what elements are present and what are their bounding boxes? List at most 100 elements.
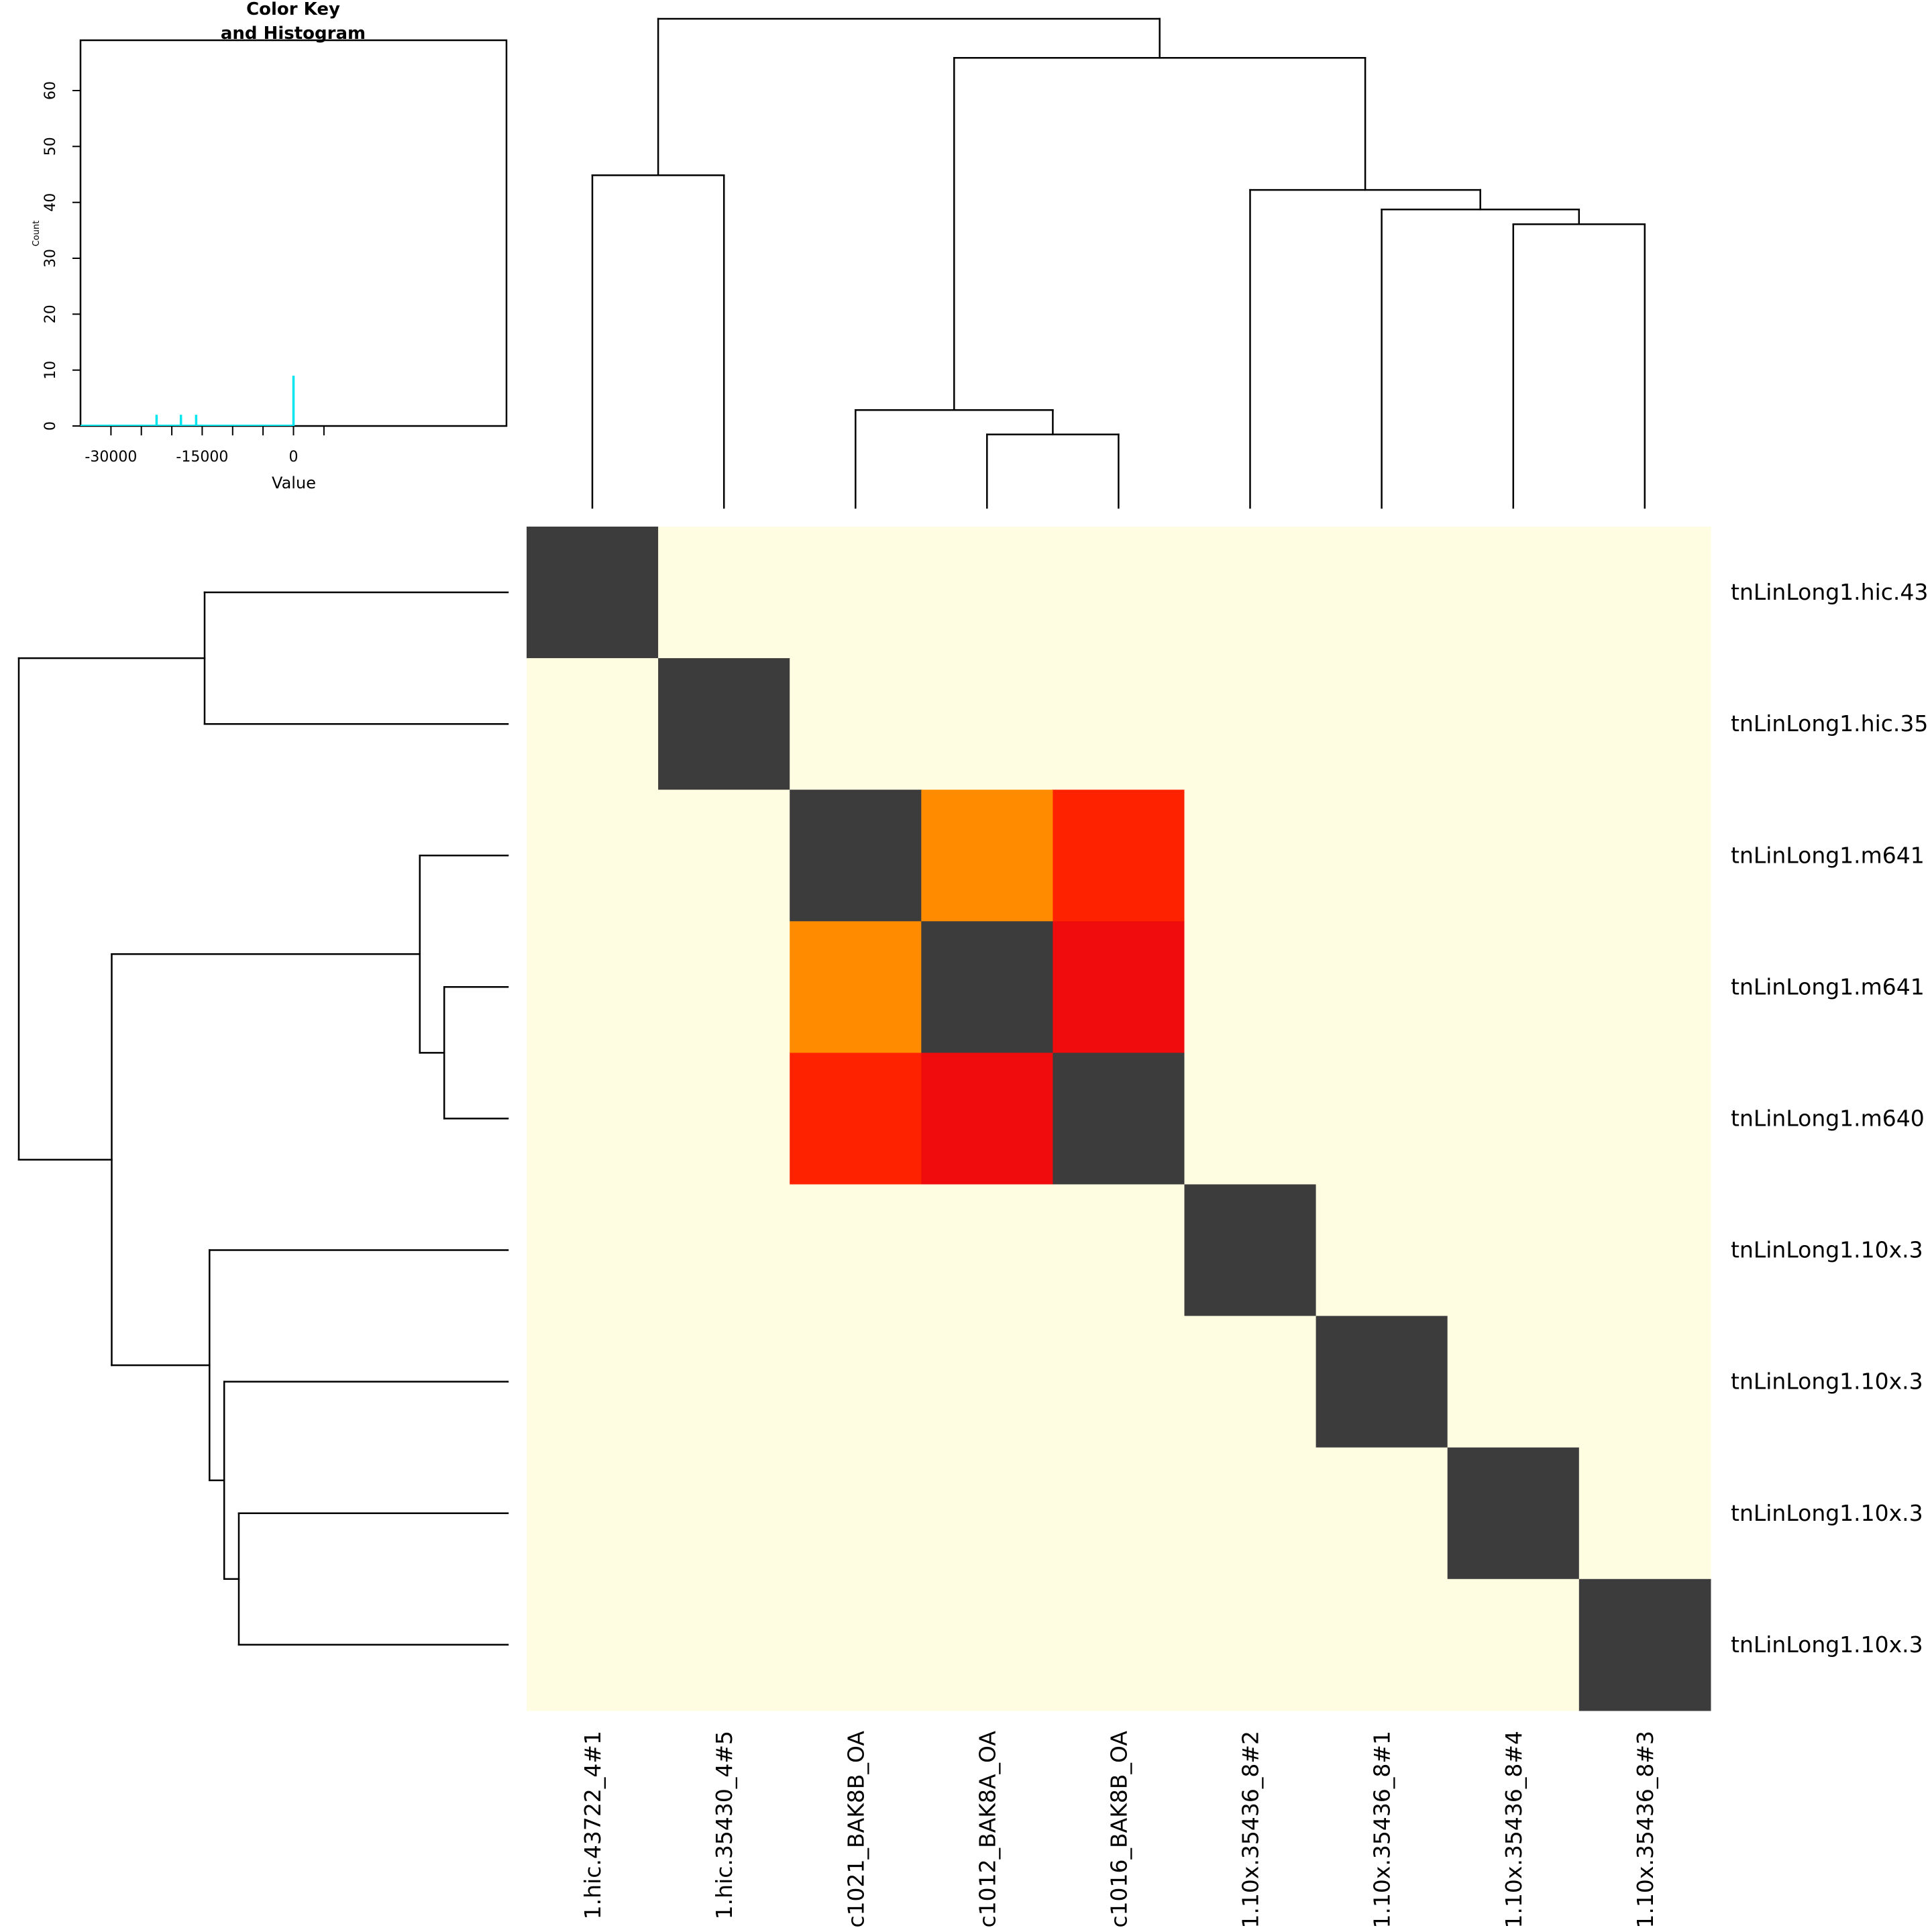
heatmap-cell (527, 1447, 659, 1580)
row-label: tnLinLong1.10x.3 (1731, 1368, 1923, 1395)
heatmap-cell (1184, 1316, 1317, 1448)
heatmap-cell (790, 1578, 922, 1711)
heatmap-cell (1184, 1578, 1317, 1711)
histogram-y-tick-label: 0 (42, 421, 59, 431)
heatmap-cell (1578, 1316, 1711, 1448)
heatmap-cell (1316, 1578, 1448, 1711)
heatmap-cell (1578, 1578, 1711, 1711)
heatmap-cell (1316, 790, 1448, 922)
heatmap-cell (1053, 790, 1185, 922)
column-label: 1.10x.35436_8#4 (1501, 1731, 1527, 1929)
row-label: tnLinLong1.m641 (1731, 842, 1925, 868)
heatmap-cell (790, 1184, 922, 1317)
heatmap-cell (1316, 1053, 1448, 1185)
row-label: tnLinLong1.hic.43 (1731, 579, 1928, 605)
heatmap-cell (790, 1447, 922, 1580)
row-label: tnLinLong1.10x.3 (1731, 1631, 1923, 1658)
heatmap-cell (1578, 1184, 1711, 1317)
heatmap-cell (1316, 1316, 1448, 1448)
heatmap-cell (1578, 790, 1711, 922)
heatmap-cell (1447, 658, 1580, 790)
heatmap-cell (1184, 527, 1317, 659)
heatmap-cell (1447, 1053, 1580, 1185)
heatmap-cell (921, 1053, 1053, 1185)
column-labels: 1.hic.43722_4#1 1.hic.35430_4#5 c1021_BAK8… (580, 1731, 1658, 1929)
heatmap-cell (1184, 921, 1317, 1053)
heatmap-cell (1447, 1447, 1580, 1580)
color-key-title-line-1: Color Key (246, 0, 340, 19)
heatmap-cell (658, 658, 790, 790)
heatmap-cell (1184, 790, 1317, 922)
row-dendrogram (17, 591, 509, 1646)
heatmap-cell (790, 1316, 922, 1448)
histogram-x-tick-label: 0 (289, 449, 299, 466)
heatmap-cell (790, 658, 922, 790)
heatmap-cell (790, 1053, 922, 1185)
heatmap-cell (1316, 658, 1448, 790)
row-label: tnLinLong1.hic.35 (1731, 710, 1928, 737)
heatmap-cell (1578, 921, 1711, 1053)
heatmap-cell (658, 527, 790, 659)
column-label: 1.10x.35436_8#1 (1369, 1731, 1395, 1929)
heatmap-cell (658, 1053, 790, 1185)
heatmap-cell (658, 1184, 790, 1317)
heatmap-cell (1053, 1447, 1185, 1580)
heatmap-cell (527, 790, 659, 922)
heatmap-cell (1316, 527, 1448, 659)
heatmap-cell (790, 790, 922, 922)
heatmap-cell (658, 790, 790, 922)
heatmap-cell (1578, 1447, 1711, 1580)
row-labels: tnLinLong1.hic.43 tnLinLong1.hic.35 tnLinL… (1731, 579, 1928, 1658)
histogram-plot-box (79, 39, 508, 427)
heatmap-cell (1447, 527, 1580, 659)
heatmap-cell (527, 921, 659, 1053)
column-label: 1.10x.35436_8#3 (1632, 1731, 1658, 1929)
heatmap-matrix (527, 527, 1711, 1711)
heatmap-cell (658, 921, 790, 1053)
heatmap-cell (1578, 1053, 1711, 1185)
heatmap-cell (1578, 658, 1711, 790)
row-label: tnLinLong1.m640 (1731, 1105, 1925, 1131)
histogram-x-tick-label: -15000 (176, 449, 228, 466)
heatmap-cell (921, 1184, 1053, 1317)
column-label: c1021_BAK8B_OA (843, 1731, 869, 1928)
heatmap-cell (1053, 527, 1185, 659)
histogram-y-tick-label: 30 (42, 249, 59, 268)
heatmap-cell (1053, 658, 1185, 790)
row-label: tnLinLong1.m641 (1731, 973, 1925, 1000)
heatmap-cell (1316, 1447, 1448, 1580)
heatmap-cell (527, 1316, 659, 1448)
heatmap-cell (658, 1316, 790, 1448)
heatmap-cell (921, 1447, 1053, 1580)
heatmap-cell (921, 1316, 1053, 1448)
heatmap-cell (1053, 1578, 1185, 1711)
heatmap-cell (658, 1578, 790, 1711)
heatmap-cell (1184, 1447, 1317, 1580)
histogram-y-tick-label: 60 (42, 81, 59, 100)
heatmap-cell (1447, 1184, 1580, 1317)
heatmap-cell (1053, 1316, 1185, 1448)
histogram-y-tick-label: 20 (42, 305, 59, 323)
histogram-x-axis-label: Value (272, 474, 316, 492)
column-label: 1.10x.35436_8#2 (1238, 1731, 1264, 1929)
heatmap-cell (790, 527, 922, 659)
heatmap-cell (1447, 790, 1580, 922)
histogram-y-tick-label: 50 (42, 137, 59, 156)
heatmap-cell (1316, 1184, 1448, 1317)
heatmap-cell (527, 1578, 659, 1711)
column-label: c1016_BAK8B_OA (1106, 1731, 1132, 1928)
column-label: 1.hic.35430_4#5 (711, 1731, 737, 1919)
column-label: c1012_BAK8A_OA (974, 1731, 1000, 1928)
heatmap-cell (1447, 1316, 1580, 1448)
heatmap-cell (1316, 921, 1448, 1053)
heatmap-cell (1053, 1053, 1185, 1185)
heatmap-cell (527, 1053, 659, 1185)
histogram-x-tick-label: -30000 (85, 449, 137, 466)
heatmap-cell (1447, 1578, 1580, 1711)
row-label: tnLinLong1.10x.3 (1731, 1500, 1923, 1526)
heatmap-cell (1053, 921, 1185, 1053)
heatmap-cell (921, 658, 1053, 790)
heatmap-cell (1184, 658, 1317, 790)
heatmap-cell (1447, 921, 1580, 1053)
